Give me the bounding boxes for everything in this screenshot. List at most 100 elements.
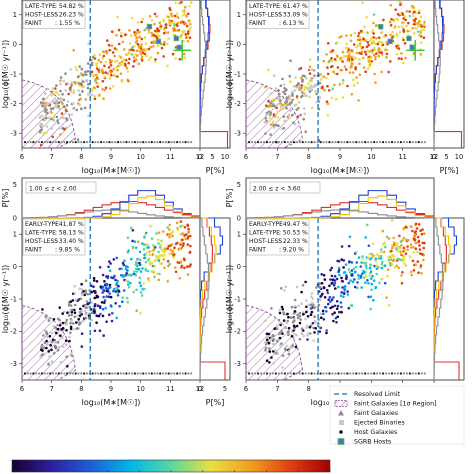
scatter-point bbox=[369, 56, 373, 60]
scatter-point bbox=[117, 284, 120, 288]
scatter-point bbox=[416, 235, 420, 239]
scatter-point bbox=[404, 238, 408, 242]
scatter-point bbox=[84, 98, 87, 101]
bottom-row-point bbox=[304, 372, 307, 375]
bottom-row-point bbox=[102, 372, 105, 375]
scatter-point bbox=[144, 231, 148, 235]
right-histogram: 0 5 10P[%] bbox=[198, 0, 231, 175]
scatter-point bbox=[71, 102, 75, 105]
scatter-point bbox=[330, 96, 334, 100]
scatter-point bbox=[404, 56, 407, 60]
bottom-row-point bbox=[111, 141, 114, 144]
scatter-point bbox=[360, 39, 363, 42]
bottom-row-point bbox=[100, 141, 103, 144]
scatter-point bbox=[149, 45, 152, 49]
scatter-point bbox=[109, 64, 113, 67]
scatter-point bbox=[372, 254, 375, 258]
bottom-row-point bbox=[66, 372, 69, 375]
scatter-point bbox=[291, 94, 294, 97]
bottom-row-point bbox=[60, 372, 63, 375]
scatter-point bbox=[132, 272, 136, 276]
bottom-row-point bbox=[133, 141, 136, 144]
bottom-row-point bbox=[32, 372, 35, 375]
scatter-point bbox=[136, 21, 140, 24]
scatter-point bbox=[298, 321, 302, 325]
scatter-point bbox=[318, 81, 322, 85]
y-tick-label: 1 bbox=[237, 11, 241, 19]
scatter-point bbox=[417, 223, 421, 226]
scatter-point bbox=[175, 242, 178, 245]
scatter-point bbox=[377, 36, 381, 39]
x-tick-label: 8 bbox=[307, 153, 311, 161]
scatter-point bbox=[179, 243, 182, 246]
legend-label: Host Galaxies bbox=[354, 429, 397, 436]
scatter-point bbox=[142, 247, 146, 251]
bottom-row-point bbox=[71, 141, 74, 144]
scatter-point bbox=[134, 34, 137, 37]
scatter-point bbox=[401, 61, 405, 65]
scatter-point bbox=[74, 298, 78, 302]
bottom-row-point bbox=[325, 141, 328, 144]
scatter-point bbox=[57, 121, 60, 125]
scatter-point bbox=[157, 29, 161, 33]
y-tick-label: -1 bbox=[234, 295, 241, 303]
scatter-point bbox=[383, 250, 386, 254]
scatter-point bbox=[50, 127, 54, 130]
bottom-row-point bbox=[54, 372, 58, 375]
scatter-point bbox=[133, 30, 136, 34]
scatter-point bbox=[363, 25, 366, 29]
bottom-row-point bbox=[301, 372, 304, 375]
scatter-point bbox=[140, 59, 144, 62]
scatter-point bbox=[372, 36, 376, 39]
scatter-point bbox=[45, 112, 49, 115]
scatter-point bbox=[414, 222, 418, 226]
scatter-point bbox=[62, 345, 65, 349]
scatter-point bbox=[179, 220, 183, 223]
top-histogram: 05P[%] 1.00 ≤ z < 2.00 bbox=[1, 177, 201, 222]
scatter-point bbox=[408, 14, 412, 18]
scatter-point bbox=[78, 65, 81, 68]
scatter-point bbox=[346, 84, 349, 88]
scatter-point bbox=[105, 275, 108, 278]
scatter-point bbox=[278, 332, 282, 335]
bottom-row-point bbox=[116, 372, 120, 375]
scatter-point bbox=[347, 268, 351, 271]
bottom-row-point bbox=[420, 372, 423, 375]
scatter-point bbox=[364, 53, 368, 56]
bottom-row-point bbox=[187, 141, 190, 144]
scatter-point bbox=[87, 42, 90, 45]
scatter-point bbox=[370, 257, 373, 260]
bottom-row-point bbox=[159, 141, 162, 144]
scatter-point bbox=[115, 66, 118, 69]
scatter-point bbox=[364, 70, 368, 73]
stat-name: EARLY-TYPE bbox=[249, 221, 283, 228]
scatter-point bbox=[154, 58, 157, 61]
scatter-point bbox=[356, 38, 360, 42]
stat-value: : 50.53 % bbox=[279, 230, 308, 237]
bottom-row-point bbox=[128, 141, 131, 144]
scatter-point bbox=[283, 87, 286, 90]
legend-item-faint_region: Faint Galaxies [1σ Region] bbox=[334, 400, 437, 408]
scatter-point bbox=[419, 229, 422, 232]
bottom-row-point bbox=[178, 372, 182, 375]
scatter-point bbox=[385, 52, 389, 56]
scatter-point bbox=[117, 42, 121, 46]
scatter-point bbox=[133, 270, 136, 273]
scatter-point bbox=[326, 102, 330, 106]
scatter-point bbox=[73, 292, 77, 295]
scatter-point bbox=[322, 286, 326, 290]
legend-marker bbox=[339, 420, 344, 425]
bottom-row-point bbox=[292, 141, 295, 144]
scatter-point bbox=[67, 314, 71, 317]
scatter-point bbox=[296, 316, 300, 320]
scatter-point bbox=[80, 309, 84, 313]
scatter-point bbox=[340, 291, 344, 294]
scatter-point bbox=[346, 293, 350, 296]
scatter-point bbox=[76, 138, 80, 141]
scatter-point bbox=[330, 266, 334, 270]
scatter-point bbox=[106, 287, 110, 291]
scatter-point bbox=[326, 302, 330, 306]
y-axis-label: log₁₀(ϕ[M☉ yr⁻¹]) bbox=[1, 265, 10, 333]
scatter-point bbox=[128, 42, 132, 45]
scatter-point bbox=[357, 256, 361, 259]
